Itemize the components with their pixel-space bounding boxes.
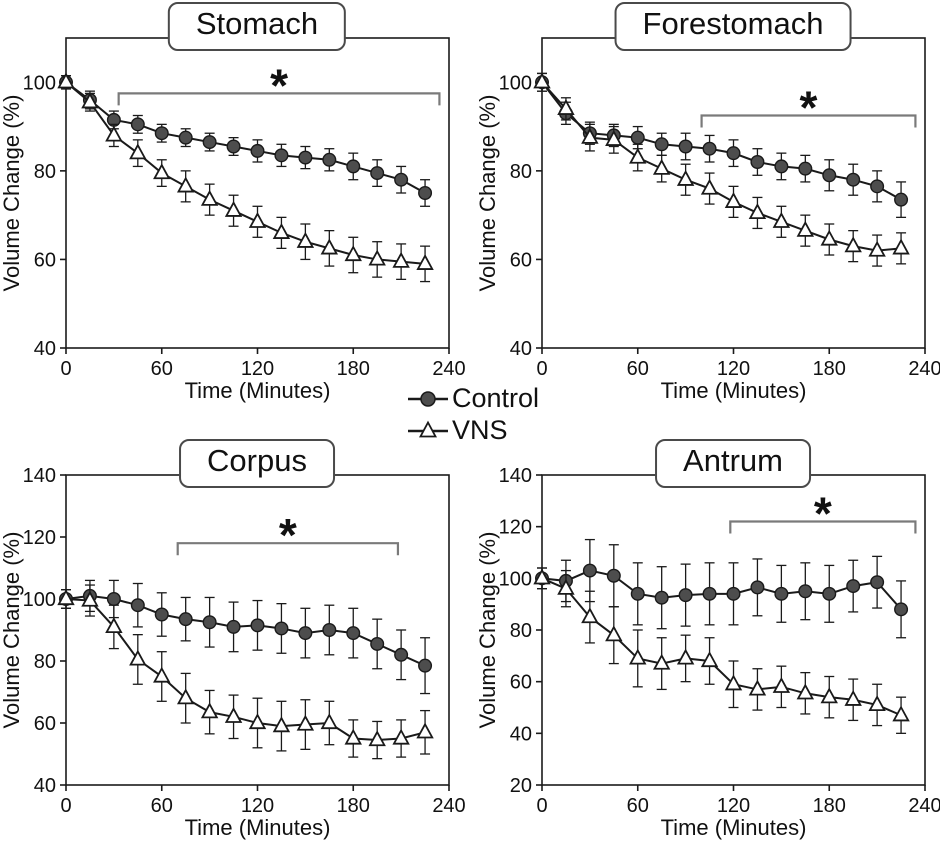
svg-text:Time (Minutes): Time (Minutes) <box>185 815 331 840</box>
legend-label-vns: VNS <box>452 415 508 445</box>
svg-text:240: 240 <box>908 358 940 380</box>
chart-title-stomach: Stomach <box>167 2 347 51</box>
legend-item-control: Control <box>406 383 539 414</box>
svg-text:80: 80 <box>510 161 532 183</box>
chart-forestomach: Forestomach 0 60 120 180 240 40 60 80 100 Time (M… <box>475 0 940 420</box>
svg-text:Volume Change (%): Volume Change (%) <box>475 95 500 292</box>
forestomach-plot: 0 60 120 180 240 40 60 80 100 Time (Minutes) Volum… <box>475 37 940 403</box>
svg-text:120: 120 <box>717 795 750 817</box>
svg-text:80: 80 <box>34 651 56 673</box>
svg-text:0: 0 <box>536 795 547 817</box>
svg-text:40: 40 <box>34 775 56 797</box>
svg-text:240: 240 <box>432 795 465 817</box>
svg-text:20: 20 <box>510 775 532 797</box>
svg-text:60: 60 <box>510 249 532 271</box>
svg-text:120: 120 <box>241 795 274 817</box>
svg-text:40: 40 <box>510 723 532 745</box>
svg-text:*: * <box>270 59 288 111</box>
svg-text:60: 60 <box>34 713 56 735</box>
svg-text:0: 0 <box>60 795 71 817</box>
svg-text:Volume Change (%): Volume Change (%) <box>475 532 500 729</box>
control-marker-icon <box>408 390 448 407</box>
svg-text:240: 240 <box>432 358 465 380</box>
svg-text:Volume Change (%): Volume Change (%) <box>0 532 24 729</box>
svg-text:120: 120 <box>717 358 750 380</box>
svg-text:60: 60 <box>627 358 649 380</box>
legend-item-vns: VNS <box>406 415 539 446</box>
svg-text:60: 60 <box>627 795 649 817</box>
svg-text:120: 120 <box>23 527 56 549</box>
svg-text:140: 140 <box>499 465 532 487</box>
legend-label-control: Control <box>452 383 540 413</box>
svg-text:100: 100 <box>499 568 532 590</box>
chart-antrum: Antrum 0 60 120 180 240 20 40 60 80 100 120 140 Time… <box>475 437 940 857</box>
stomach-plot: 0 60 120 180 240 40 60 80 100 Time (Minutes) Volum… <box>0 37 466 403</box>
svg-text:*: * <box>279 509 297 561</box>
svg-text:*: * <box>800 82 818 134</box>
svg-text:100: 100 <box>23 589 56 611</box>
svg-text:240: 240 <box>908 795 940 817</box>
svg-text:60: 60 <box>34 249 56 271</box>
chart-title-corpus: Corpus <box>179 439 335 488</box>
svg-text:Volume Change (%): Volume Change (%) <box>0 95 24 292</box>
svg-text:100: 100 <box>23 72 56 94</box>
svg-text:180: 180 <box>813 795 846 817</box>
svg-text:0: 0 <box>60 358 71 380</box>
svg-text:0: 0 <box>536 358 547 380</box>
svg-text:120: 120 <box>499 517 532 539</box>
svg-text:Time (Minutes): Time (Minutes) <box>661 815 807 840</box>
svg-text:120: 120 <box>241 358 274 380</box>
chart-stomach: Stomach 0 60 120 180 240 40 60 80 100 Time (Minut… <box>0 0 466 420</box>
svg-text:40: 40 <box>34 338 56 360</box>
svg-text:180: 180 <box>813 358 846 380</box>
svg-text:Time (Minutes): Time (Minutes) <box>661 378 807 403</box>
svg-text:*: * <box>814 488 832 540</box>
svg-text:80: 80 <box>510 620 532 642</box>
legend: Control VNS <box>406 383 539 446</box>
svg-text:80: 80 <box>34 161 56 183</box>
svg-text:60: 60 <box>510 672 532 694</box>
corpus-plot: 0 60 120 180 240 40 60 80 100 120 140 Time (Minutes… <box>0 465 466 840</box>
antrum-plot: 0 60 120 180 240 20 40 60 80 100 120 140 Time (Minut… <box>475 465 940 840</box>
svg-text:60: 60 <box>151 795 173 817</box>
chart-title-forestomach: Forestomach <box>614 2 852 51</box>
chart-corpus: Corpus 0 60 120 180 240 40 60 80 100 120 140 Time (… <box>0 437 466 857</box>
svg-text:140: 140 <box>23 465 56 487</box>
svg-text:180: 180 <box>337 795 370 817</box>
svg-text:Time (Minutes): Time (Minutes) <box>185 378 331 403</box>
chart-title-antrum: Antrum <box>655 439 811 488</box>
svg-text:180: 180 <box>337 358 370 380</box>
svg-text:100: 100 <box>499 72 532 94</box>
svg-text:60: 60 <box>151 358 173 380</box>
svg-text:40: 40 <box>510 338 532 360</box>
vns-marker-icon <box>408 420 448 437</box>
